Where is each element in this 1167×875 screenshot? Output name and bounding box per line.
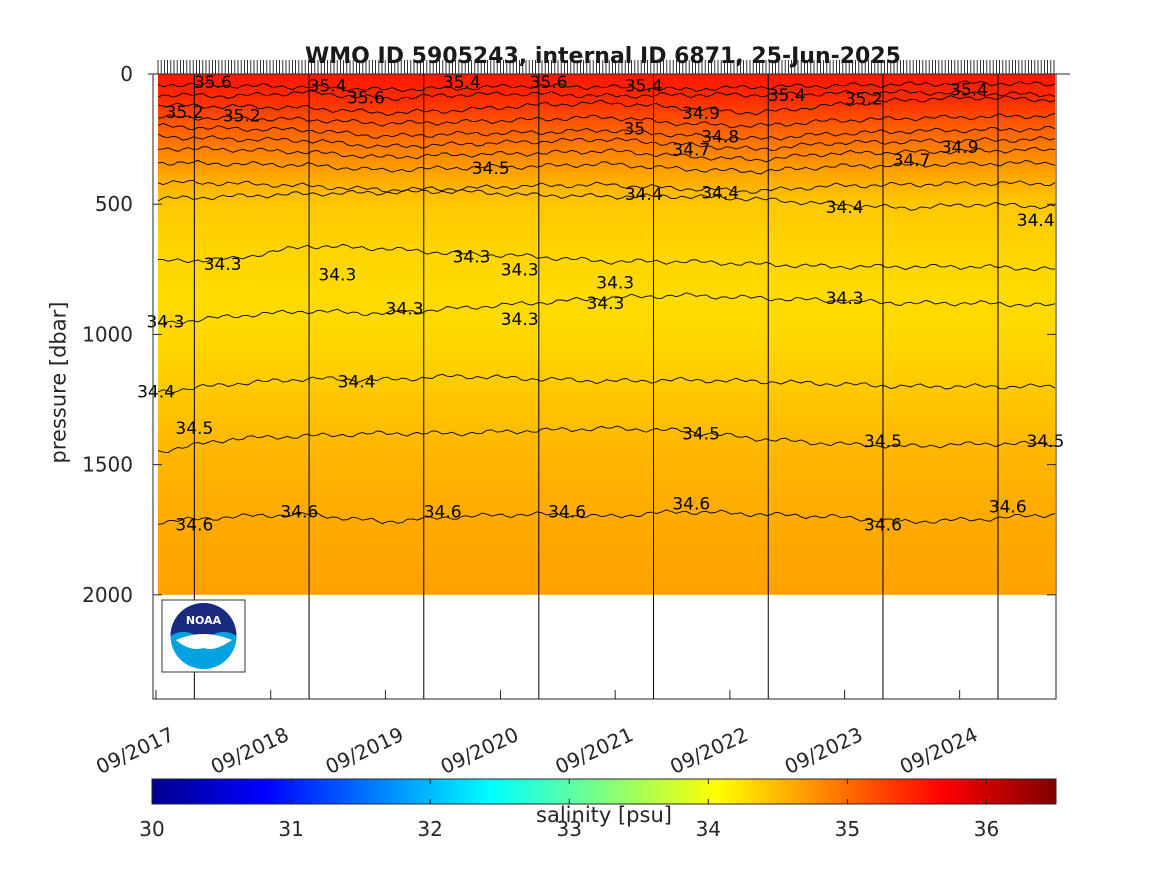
x-tick-label: 09/2017	[92, 722, 177, 779]
contour-label: 34.5	[175, 419, 213, 439]
x-tick-label: 09/2018	[207, 722, 292, 779]
contour-label: 35.4	[950, 81, 988, 101]
contour-label: 34.5	[472, 159, 510, 179]
contour-label: 34.6	[424, 503, 462, 523]
contour-label: 34.7	[672, 141, 710, 161]
contour-line-35.2	[157, 95, 1056, 116]
colorbar-tick-label: 32	[417, 817, 442, 841]
contour-line-34.8	[157, 133, 1056, 151]
contour-line-34.3	[158, 243, 1056, 272]
x-tick-label: 09/2023	[781, 722, 866, 779]
x-tick-label: 09/2020	[437, 722, 522, 779]
contour-label: 35.4	[309, 77, 347, 97]
y-tick-label: 1500	[82, 453, 133, 477]
colorbar-tick-label: 31	[278, 817, 303, 841]
chart-title: WMO ID 5905243, internal ID 6871, 25-Jun…	[305, 44, 901, 69]
colorbar: 30 31 32 33 34 35 36 salinity [psu]	[139, 778, 1057, 841]
contour-label: 35.4	[768, 86, 806, 106]
contour-label: 35.2	[166, 103, 204, 123]
contour-label: 34.5	[1027, 432, 1065, 452]
profile-ticks	[157, 60, 1055, 74]
contour-line-34.6	[157, 159, 1056, 175]
contour-label: 34.4	[625, 185, 663, 205]
x-tick-label: 09/2019	[322, 722, 407, 779]
colorbar-tick-label: 30	[139, 817, 164, 841]
contour-label: 34.3	[318, 266, 356, 286]
colorbar-gradient	[151, 778, 1057, 805]
contour-label: 34.4	[1017, 211, 1055, 231]
contour-label: 34.5	[864, 432, 902, 452]
contour-label: 34.6	[175, 516, 213, 536]
contour-label: 34.5	[682, 424, 720, 444]
salinity-fill	[158, 74, 1055, 595]
contour-label: 34.3	[826, 289, 864, 309]
contour-label: 35.6	[194, 73, 232, 93]
colorbar-tick-label: 36	[974, 817, 999, 841]
noaa-logo: NOAA	[161, 599, 246, 673]
contour-label: 34.3	[596, 273, 634, 293]
contour-label: 35	[624, 120, 646, 140]
x-tick-label: 09/2024	[896, 722, 981, 779]
contour-label: 35.4	[443, 73, 481, 93]
contour-line-34.4	[157, 188, 1056, 211]
y-tick-label: 0	[120, 62, 133, 86]
contour-label: 34.3	[453, 247, 491, 267]
contour-line-34.3	[157, 292, 1056, 325]
contour-line-34.4	[157, 373, 1056, 394]
contour-label: 34.6	[989, 497, 1027, 517]
contour-lines	[157, 80, 1056, 525]
contour-line-35.4	[157, 89, 1056, 101]
colorbar-tick-label: 35	[835, 817, 860, 841]
x-tick-label: 09/2021	[551, 722, 636, 779]
contour-label: 34.3	[204, 255, 242, 275]
contour-label: 34.6	[672, 495, 710, 515]
contour-label: 34.3	[146, 312, 184, 332]
y-axis-label: pressure [dbar]	[46, 302, 70, 464]
contour-label: 35.6	[530, 73, 568, 93]
contour-label: 34.4	[338, 372, 376, 392]
y-tick-label: 2000	[82, 583, 133, 607]
contour-label: 34.4	[701, 183, 739, 203]
contour-label: 34.6	[280, 503, 318, 523]
contour-line-34.5	[157, 425, 1056, 454]
contour-label: 34.4	[137, 383, 175, 403]
contour-line-34.5	[157, 179, 1056, 194]
colorbar-tick-label: 34	[696, 817, 721, 841]
profile-tick-marks	[157, 60, 1055, 74]
y-tick-label: 1000	[82, 322, 133, 346]
salinity-field	[158, 74, 1055, 595]
contour-line-35	[157, 112, 1056, 129]
colorbar-ticks: 30 31 32 33 34 35 36	[139, 779, 999, 841]
contour-line-35.6	[157, 80, 1056, 93]
year-boundary-lines	[193, 74, 999, 699]
y-tick-label: 500	[95, 192, 133, 216]
x-tick-label: 09/2022	[666, 722, 751, 779]
contour-label: 35.4	[625, 77, 663, 97]
contour-label: 34.3	[501, 260, 539, 280]
contour-label: 34.4	[826, 198, 864, 218]
contour-line-34.7	[157, 146, 1056, 163]
contour-label: 34.3	[386, 299, 424, 319]
contour-line-34.6	[157, 509, 1056, 525]
contour-label: 34.6	[864, 516, 902, 536]
contour-label: 34.3	[587, 294, 625, 314]
contour-label: 34.9	[682, 104, 720, 124]
noaa-logo-text: NOAA	[186, 614, 222, 627]
contour-label: 34.9	[941, 138, 979, 158]
contour-label: 34.6	[548, 503, 586, 523]
contour-label: 34.3	[501, 310, 539, 330]
contour-label: 35.2	[223, 107, 261, 127]
colorbar-label: salinity [psu]	[536, 803, 672, 827]
colorbar-tick-label: 33	[557, 817, 582, 841]
contour-label: 34.8	[701, 128, 739, 148]
contour-labels: 35.6 35.435.635.4 35.6 35.435.235.235.235.4…	[137, 73, 1064, 536]
contour-label: 35.2	[845, 90, 883, 110]
contour-label: 34.7	[893, 151, 931, 171]
contour-line-34.9	[157, 122, 1056, 141]
contour-label: 35.6	[347, 88, 385, 108]
